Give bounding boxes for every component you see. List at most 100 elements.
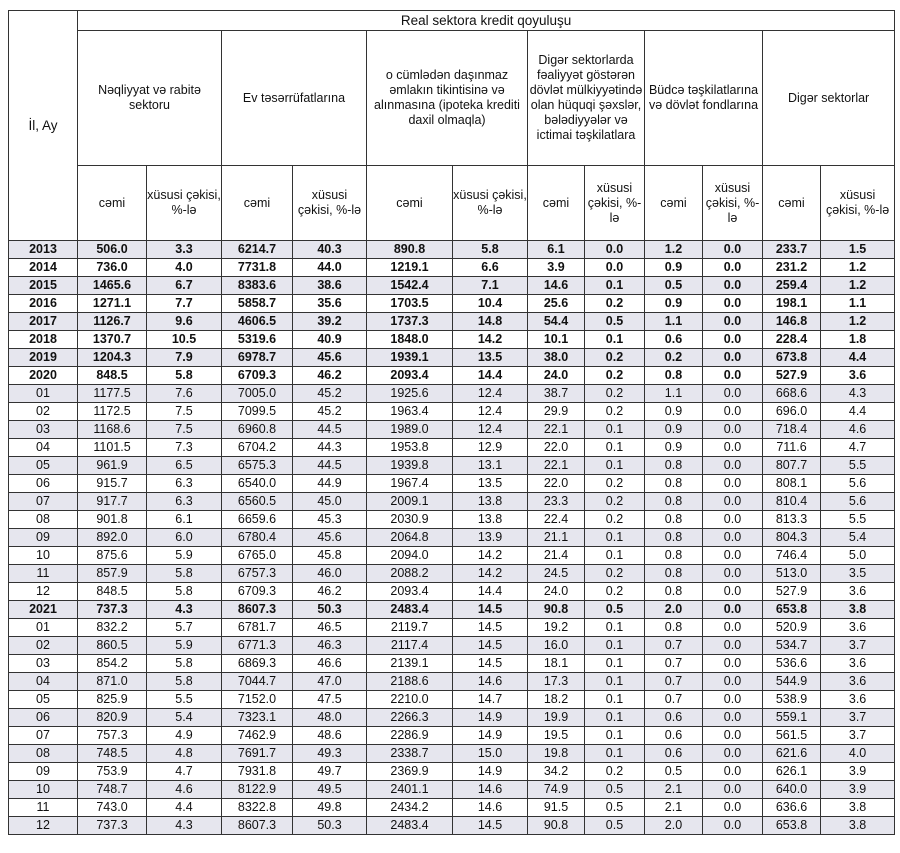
table-cell: 1219.1: [366, 258, 453, 277]
table-cell: 22.1: [527, 456, 585, 475]
table-cell: 45.2: [292, 402, 367, 421]
table-cell: 0.1: [584, 546, 645, 565]
table-cell: 536.6: [762, 654, 821, 673]
table-cell: 737.3: [77, 816, 147, 835]
table-cell: 832.2: [77, 618, 147, 637]
table-cell: 0.0: [702, 780, 763, 799]
table-cell: 2338.7: [366, 744, 453, 763]
subheader-share: xüsusi çəkisi, %-lə: [146, 165, 222, 241]
table-cell: 2.0: [644, 600, 703, 619]
table-cell: 35.6: [292, 294, 367, 313]
table-row: 01 1177.5 7.6 7005.0 45.2 1925.6 12.4 38.7 0.2 1.…: [8, 384, 896, 403]
table-cell: 14.2: [452, 564, 528, 583]
table-cell: 12.4: [452, 420, 528, 439]
table-cell: 9.6: [146, 312, 222, 331]
row-label: 2017: [8, 312, 78, 331]
table-cell: 22.1: [527, 420, 585, 439]
table-cell: 871.0: [77, 672, 147, 691]
table-cell: 5319.6: [221, 330, 293, 349]
table-cell: 14.2: [452, 546, 528, 565]
table-cell: 544.9: [762, 672, 821, 691]
table-cell: 1.5: [819, 240, 896, 259]
table-cell: 520.9: [762, 618, 821, 637]
table-cell: 0.8: [644, 492, 703, 511]
row-label: 11: [8, 798, 78, 817]
row-label: 04: [8, 672, 78, 691]
table-cell: 49.7: [292, 762, 367, 781]
row-label: 03: [8, 420, 78, 439]
credit-table: İl, Ay Real sektora kredit qoyuluşu Nəql…: [8, 10, 896, 835]
table-cell: 49.3: [292, 744, 367, 763]
table-cell: 5.4: [819, 528, 896, 547]
table-cell: 14.5: [452, 654, 528, 673]
row-label: 08: [8, 510, 78, 529]
table-cell: 2.0: [644, 816, 703, 835]
table-cell: 0.1: [584, 618, 645, 637]
table-cell: 14.9: [452, 726, 528, 745]
subheader-total: cəmi: [762, 165, 821, 241]
table-cell: 0.8: [644, 528, 703, 547]
table-cell: 0.2: [644, 348, 703, 367]
group-header: Nəqliyyat və rabitə sektoru: [77, 30, 222, 166]
table-cell: 2064.8: [366, 528, 453, 547]
table-cell: 4.4: [819, 402, 896, 421]
table-cell: 8607.3: [221, 600, 293, 619]
table-cell: 4.0: [146, 258, 222, 277]
table-row: 11 857.9 5.8 6757.3 46.0 2088.2 14.2 24.5 0.2 0.8…: [8, 564, 896, 583]
table-cell: 7731.8: [221, 258, 293, 277]
table-cell: 19.5: [527, 726, 585, 745]
table-cell: 0.8: [644, 510, 703, 529]
table-cell: 1.1: [644, 384, 703, 403]
table-cell: 46.2: [292, 582, 367, 601]
table-cell: 7931.8: [221, 762, 293, 781]
table-cell: 46.2: [292, 366, 367, 385]
table-row: 11 743.0 4.4 8322.8 49.8 2434.2 14.6 91.5 0.5 2.1…: [8, 798, 896, 817]
table-cell: 19.2: [527, 618, 585, 637]
table-cell: 19.8: [527, 744, 585, 763]
table-cell: 0.2: [584, 564, 645, 583]
table-cell: 0.5: [584, 312, 645, 331]
table-cell: 2.1: [644, 780, 703, 799]
table-cell: 711.6: [762, 438, 821, 457]
table-cell: 696.0: [762, 402, 821, 421]
table-cell: 1542.4: [366, 276, 453, 295]
table-row: 2020 848.5 5.8 6709.3 46.2 2093.4 14.4 24.0 0.2 0…: [8, 366, 896, 385]
table-cell: 875.6: [77, 546, 147, 565]
table-cell: 25.6: [527, 294, 585, 313]
table-cell: 810.4: [762, 492, 821, 511]
table-cell: 915.7: [77, 474, 147, 493]
table-cell: 1.1: [819, 294, 896, 313]
table-cell: 1848.0: [366, 330, 453, 349]
table-cell: 1172.5: [77, 402, 147, 421]
table-cell: 14.5: [452, 600, 528, 619]
row-label: 10: [8, 780, 78, 799]
table-cell: 808.1: [762, 474, 821, 493]
table-cell: 561.5: [762, 726, 821, 745]
table-row: 12 848.5 5.8 6709.3 46.2 2093.4 14.4 24.0 0.2 0.8…: [8, 582, 896, 601]
subheader-share: xüsusi çəkisi, %-lə: [819, 165, 896, 241]
table-cell: 0.0: [702, 690, 763, 709]
table-cell: 1737.3: [366, 312, 453, 331]
row-label: 07: [8, 726, 78, 745]
table-cell: 10.5: [146, 330, 222, 349]
table-cell: 748.7: [77, 780, 147, 799]
table-cell: 7.5: [146, 402, 222, 421]
table-cell: 7005.0: [221, 384, 293, 403]
table-cell: 2434.2: [366, 798, 453, 817]
table-cell: 50.3: [292, 816, 367, 835]
table-cell: 0.1: [584, 654, 645, 673]
table-cell: 673.8: [762, 348, 821, 367]
table-cell: 24.0: [527, 582, 585, 601]
table-cell: 29.9: [527, 402, 585, 421]
table-cell: 0.1: [584, 438, 645, 457]
table-cell: 0.8: [644, 366, 703, 385]
table-cell: 1.1: [644, 312, 703, 331]
table-cell: 0.8: [644, 618, 703, 637]
table-cell: 0.1: [584, 420, 645, 439]
table-cell: 2188.6: [366, 672, 453, 691]
table-cell: 4.6: [819, 420, 896, 439]
table-cell: 14.8: [452, 312, 528, 331]
table-cell: 45.8: [292, 546, 367, 565]
table-cell: 5.5: [819, 510, 896, 529]
row-label: 05: [8, 456, 78, 475]
